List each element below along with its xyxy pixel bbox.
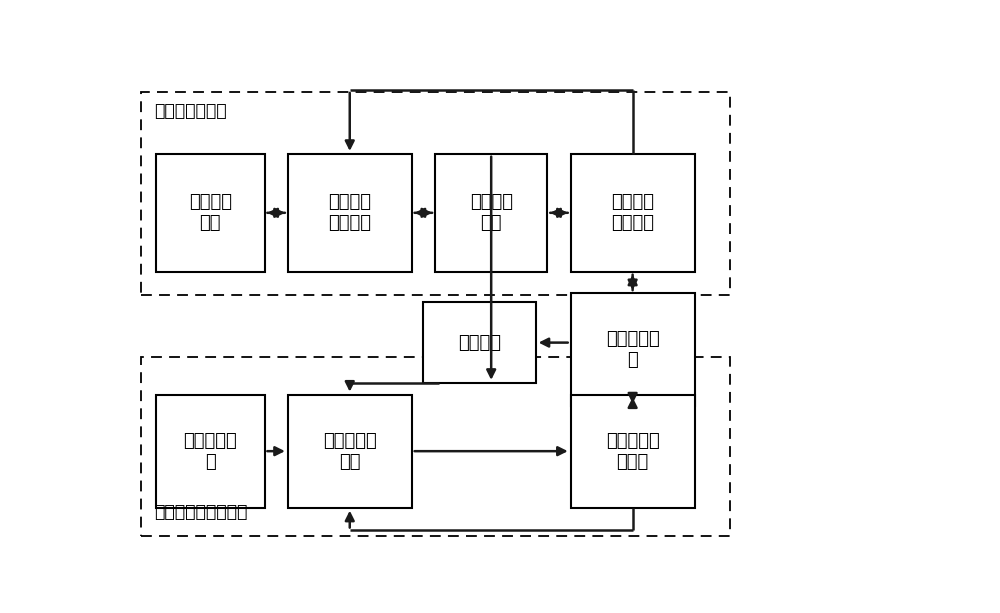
Text: 主动变频
分机: 主动变频 分机	[470, 194, 513, 232]
Text: 接收阵列天
线: 接收阵列天 线	[183, 432, 237, 471]
Text: 主动探测
天线: 主动探测 天线	[189, 194, 232, 232]
Text: 被动成像处
理分机: 被动成像处 理分机	[606, 432, 660, 471]
Text: 被动微波成像分系统: 被动微波成像分系统	[154, 503, 248, 520]
Text: 主动信号
处理分机: 主动信号 处理分机	[611, 194, 654, 232]
Bar	[571, 395, 695, 508]
Bar	[140, 357, 730, 536]
Bar	[288, 395, 412, 508]
Text: 主动射频
前端分机: 主动射频 前端分机	[328, 194, 371, 232]
Text: 被动接收机
分机: 被动接收机 分机	[323, 432, 377, 471]
Text: 主动探测分系统: 主动探测分系统	[154, 102, 227, 120]
Text: 系统控制单
元: 系统控制单 元	[606, 330, 660, 369]
Text: 频综单元: 频综单元	[458, 333, 501, 352]
Bar	[140, 93, 730, 295]
Bar	[571, 293, 695, 406]
Bar	[571, 154, 695, 272]
Bar	[423, 302, 536, 383]
Bar	[435, 154, 547, 272]
Bar	[156, 395, 264, 508]
Bar	[288, 154, 412, 272]
Bar	[156, 154, 264, 272]
